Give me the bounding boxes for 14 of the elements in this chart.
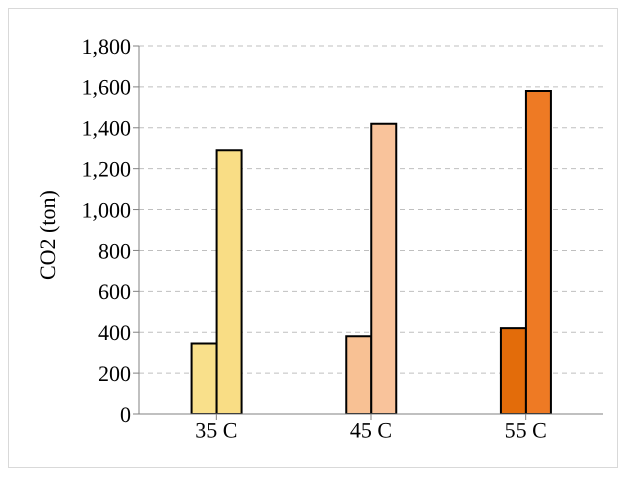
y-tick-label: 200 bbox=[98, 360, 131, 386]
y-axis-title: CO2 (ton) bbox=[34, 190, 60, 280]
x-tick-label: 45 C bbox=[350, 418, 392, 443]
y-tick-label: 1,600 bbox=[82, 74, 131, 100]
y-tick-label: 1,000 bbox=[82, 197, 131, 222]
y-tick-label: 0 bbox=[120, 402, 131, 427]
y-tick-label: 1,800 bbox=[82, 34, 131, 59]
y-tick-label: 400 bbox=[98, 320, 131, 346]
y-tick-label: 1,200 bbox=[82, 156, 131, 182]
y-tick-label: 800 bbox=[98, 238, 131, 264]
y-tick-label: 1,400 bbox=[82, 116, 131, 141]
y-tick-label: 600 bbox=[98, 279, 131, 304]
x-tick-label: 55 C bbox=[504, 418, 547, 443]
x-tick-label: 35 C bbox=[195, 418, 238, 443]
